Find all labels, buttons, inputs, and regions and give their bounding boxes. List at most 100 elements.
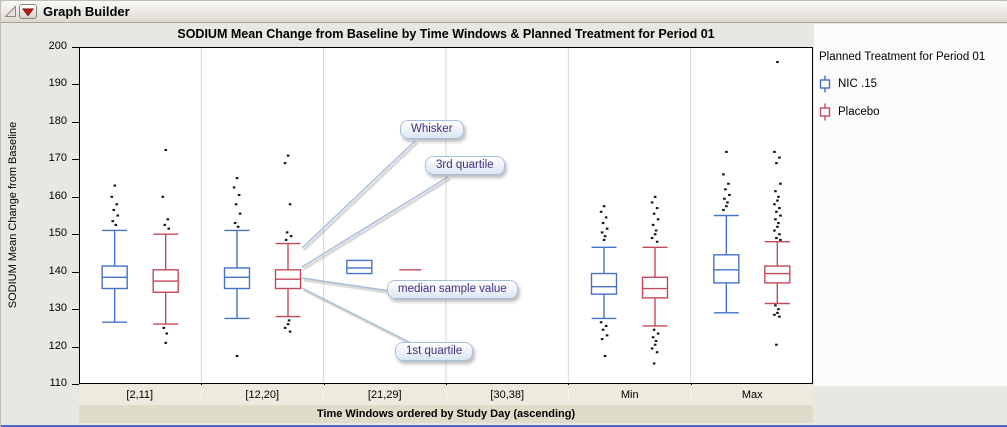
- outlier-point[interactable]: [237, 193, 241, 197]
- outlier-point[interactable]: [722, 173, 725, 176]
- outlier-point[interactable]: [773, 150, 776, 153]
- outlier-point[interactable]: [603, 235, 607, 238]
- outlier-point[interactable]: [235, 354, 239, 358]
- outlier-point[interactable]: [775, 162, 778, 165]
- outlier-point[interactable]: [778, 233, 781, 236]
- outlier-point[interactable]: [774, 304, 777, 307]
- outlier-point[interactable]: [284, 238, 288, 241]
- annotation-callout-3rd-quartile[interactable]: 3rd quartile: [425, 156, 505, 175]
- plot-area[interactable]: [79, 47, 813, 384]
- outlier-point[interactable]: [233, 221, 237, 225]
- outlier-point[interactable]: [600, 231, 604, 234]
- iqr-box[interactable]: [713, 254, 740, 284]
- legend-item-placebo[interactable]: Placebo: [819, 103, 1005, 121]
- outlier-point[interactable]: [283, 162, 287, 165]
- outlier-point[interactable]: [602, 205, 606, 208]
- outlier-point[interactable]: [232, 186, 236, 189]
- outlier-point[interactable]: [601, 328, 605, 331]
- outlier-point[interactable]: [776, 225, 779, 228]
- box-plot-placebo-0[interactable]: [152, 148, 179, 344]
- boxplot-canvas[interactable]: [79, 47, 813, 384]
- outlier-point[interactable]: [165, 332, 169, 335]
- iqr-box[interactable]: [223, 267, 251, 290]
- outlier-point[interactable]: [725, 205, 728, 208]
- red-triangle-menu-button[interactable]: [19, 4, 37, 19]
- outlier-point[interactable]: [727, 182, 730, 185]
- outlier-point[interactable]: [774, 190, 777, 193]
- outlier-point[interactable]: [115, 203, 119, 206]
- x-axis-title-strip[interactable]: Time Windows ordered by Study Day (ascen…: [79, 405, 813, 423]
- outlier-point[interactable]: [726, 201, 729, 204]
- outlier-point[interactable]: [656, 332, 660, 335]
- outlier-point[interactable]: [779, 214, 782, 217]
- outlier-point[interactable]: [650, 347, 654, 350]
- outlier-point[interactable]: [653, 233, 657, 236]
- annotation-callout-1st-quartile[interactable]: 1st quartile: [395, 342, 474, 361]
- outlier-point[interactable]: [114, 223, 118, 226]
- outlier-point[interactable]: [779, 238, 782, 241]
- outlier-point[interactable]: [655, 351, 659, 354]
- outlier-point[interactable]: [601, 221, 605, 225]
- chart-title[interactable]: SODIUM Mean Change from Baseline by Time…: [177, 27, 715, 41]
- outlier-point[interactable]: [599, 210, 603, 213]
- outlier-point[interactable]: [651, 336, 655, 339]
- outlier-point[interactable]: [605, 227, 609, 230]
- outlier-point[interactable]: [773, 229, 776, 232]
- outlier-point[interactable]: [724, 188, 727, 191]
- outlier-point[interactable]: [722, 208, 725, 211]
- outlier-point[interactable]: [778, 207, 781, 210]
- x-category-label[interactable]: Max: [741, 389, 763, 401]
- iqr-box[interactable]: [764, 265, 791, 284]
- outlier-point[interactable]: [652, 212, 656, 215]
- outlier-point[interactable]: [777, 221, 780, 225]
- outlier-point[interactable]: [164, 341, 168, 344]
- disclosure-triangle-icon[interactable]: [4, 5, 17, 18]
- outlier-point[interactable]: [113, 184, 117, 187]
- outlier-point[interactable]: [656, 218, 660, 221]
- outlier-point[interactable]: [652, 328, 656, 331]
- outlier-point[interactable]: [778, 156, 781, 159]
- x-category-label[interactable]: [12,20]: [202, 389, 324, 401]
- box-plot-nic-15-5[interactable]: [713, 150, 740, 314]
- outlier-point[interactable]: [651, 223, 655, 226]
- outlier-point[interactable]: [288, 203, 292, 206]
- outlier-point[interactable]: [234, 203, 238, 206]
- outlier-point[interactable]: [288, 330, 292, 333]
- outlier-point[interactable]: [725, 150, 728, 153]
- outlier-point[interactable]: [116, 214, 120, 217]
- iqr-box[interactable]: [590, 272, 618, 295]
- outlier-point[interactable]: [112, 208, 116, 211]
- box-plot-placebo-4[interactable]: [641, 195, 669, 365]
- x-category-label[interactable]: [21,29]: [324, 389, 447, 401]
- outlier-point[interactable]: [289, 235, 293, 238]
- outlier-point[interactable]: [775, 210, 778, 213]
- outlier-point[interactable]: [775, 343, 778, 346]
- x-category-label[interactable]: [30,38]: [447, 389, 569, 401]
- outlier-point[interactable]: [287, 319, 291, 322]
- outlier-point[interactable]: [776, 311, 779, 314]
- outlier-point[interactable]: [111, 220, 115, 223]
- box-plot-nic-15-2[interactable]: [346, 259, 373, 275]
- outlier-point[interactable]: [653, 343, 657, 346]
- outlier-point[interactable]: [778, 315, 781, 318]
- outlier-point[interactable]: [773, 203, 776, 206]
- outlier-point[interactable]: [654, 229, 658, 232]
- outlier-point[interactable]: [603, 354, 607, 358]
- outlier-point[interactable]: [774, 218, 777, 221]
- annotation-callout-whisker[interactable]: Whisker: [400, 120, 464, 139]
- outlier-point[interactable]: [777, 195, 780, 198]
- outlier-point[interactable]: [286, 323, 290, 326]
- outlier-point[interactable]: [604, 216, 608, 219]
- outlier-point[interactable]: [776, 199, 779, 202]
- outlier-point[interactable]: [654, 339, 658, 343]
- outlier-point[interactable]: [238, 212, 242, 215]
- iqr-box[interactable]: [641, 276, 669, 299]
- outlier-point[interactable]: [775, 236, 778, 240]
- outlier-point[interactable]: [285, 231, 289, 234]
- outlier-point[interactable]: [728, 193, 731, 197]
- outlier-point[interactable]: [286, 154, 290, 157]
- outlier-point[interactable]: [600, 338, 604, 341]
- outlier-point[interactable]: [650, 201, 654, 204]
- outlier-point[interactable]: [653, 195, 657, 198]
- outlier-point[interactable]: [166, 218, 170, 221]
